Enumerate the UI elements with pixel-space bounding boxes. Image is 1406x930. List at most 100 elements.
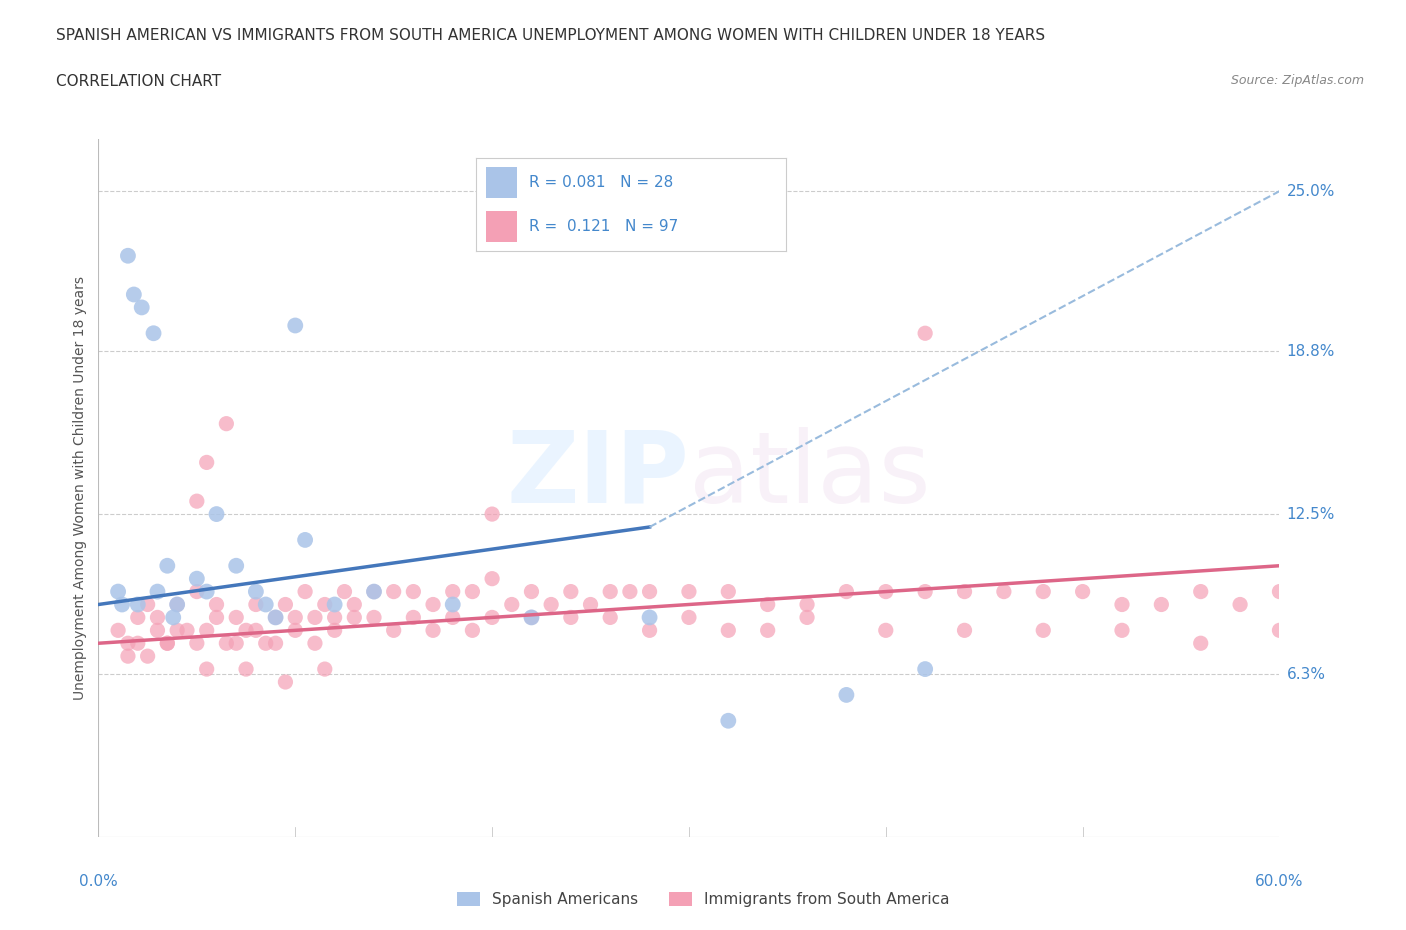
Point (323, 623, 346, 638)
Point (156, 636, 179, 651)
Point (560, 584, 582, 599)
Point (1071, 584, 1094, 599)
Point (678, 584, 700, 599)
Point (225, 558, 247, 573)
Point (127, 610, 149, 625)
Point (323, 610, 346, 625)
Point (107, 623, 129, 638)
Point (195, 584, 218, 599)
Text: atlas: atlas (689, 427, 931, 524)
Point (294, 584, 316, 599)
Point (186, 571, 208, 586)
Point (284, 623, 307, 638)
Point (953, 584, 976, 599)
Point (205, 507, 228, 522)
Point (835, 584, 858, 599)
Point (756, 623, 779, 638)
Text: 6.3%: 6.3% (1286, 667, 1326, 682)
Text: 25.0%: 25.0% (1286, 183, 1334, 199)
Point (186, 584, 208, 599)
Point (166, 597, 188, 612)
Point (619, 584, 641, 599)
Point (520, 584, 543, 599)
Point (245, 584, 267, 599)
Point (264, 610, 287, 625)
Point (195, 661, 218, 676)
Point (520, 610, 543, 625)
Point (717, 623, 740, 638)
Point (142, 326, 165, 340)
Point (481, 610, 503, 625)
Point (756, 597, 779, 612)
Point (274, 674, 297, 689)
Point (166, 623, 188, 638)
Point (382, 584, 405, 599)
Text: CORRELATION CHART: CORRELATION CHART (56, 74, 221, 89)
Point (875, 623, 897, 638)
Point (254, 636, 277, 651)
Point (284, 318, 307, 333)
Point (363, 610, 385, 625)
Text: 60.0%: 60.0% (1256, 874, 1303, 889)
Point (540, 597, 562, 612)
Point (796, 597, 818, 612)
Point (638, 623, 661, 638)
Point (796, 610, 818, 625)
Point (953, 623, 976, 638)
Point (195, 455, 218, 470)
Point (304, 636, 326, 651)
Point (107, 584, 129, 599)
Point (111, 597, 134, 612)
Point (461, 623, 484, 638)
Text: 0.0%: 0.0% (79, 874, 118, 889)
Point (122, 287, 145, 302)
Point (422, 623, 444, 638)
Point (1229, 597, 1251, 612)
Legend: Spanish Americans, Immigrants from South America: Spanish Americans, Immigrants from South… (451, 885, 955, 913)
Point (914, 584, 936, 599)
Point (294, 533, 316, 548)
Point (1111, 597, 1133, 612)
Point (678, 610, 700, 625)
Point (215, 636, 238, 651)
Point (441, 610, 464, 625)
Point (1189, 636, 1212, 651)
Point (402, 584, 425, 599)
Point (717, 713, 740, 728)
Point (461, 584, 484, 599)
Text: R =  0.121   N = 97: R = 0.121 N = 97 (529, 219, 678, 234)
Point (146, 610, 169, 625)
Point (333, 584, 356, 599)
Point (1032, 584, 1054, 599)
Point (166, 597, 188, 612)
Point (131, 300, 153, 315)
Point (284, 610, 307, 625)
Point (264, 636, 287, 651)
Point (314, 597, 336, 612)
Point (501, 597, 523, 612)
Point (599, 610, 621, 625)
Y-axis label: Unemployment Among Women with Children Under 18 years: Unemployment Among Women with Children U… (73, 276, 87, 700)
Point (117, 636, 139, 651)
Point (136, 597, 159, 612)
Point (156, 558, 179, 573)
Point (225, 636, 247, 651)
Point (1150, 597, 1173, 612)
Point (117, 649, 139, 664)
Point (127, 597, 149, 612)
Point (520, 610, 543, 625)
Point (1032, 623, 1054, 638)
Point (314, 661, 336, 676)
Point (264, 610, 287, 625)
Text: SPANISH AMERICAN VS IMMIGRANTS FROM SOUTH AMERICA UNEMPLOYMENT AMONG WOMEN WITH : SPANISH AMERICAN VS IMMIGRANTS FROM SOUT… (56, 28, 1046, 43)
Point (225, 610, 247, 625)
Point (186, 636, 208, 651)
Point (599, 584, 621, 599)
Point (162, 610, 184, 625)
Point (579, 597, 602, 612)
Point (638, 610, 661, 625)
Point (176, 623, 198, 638)
Point (205, 597, 228, 612)
Point (382, 623, 405, 638)
Point (422, 597, 444, 612)
